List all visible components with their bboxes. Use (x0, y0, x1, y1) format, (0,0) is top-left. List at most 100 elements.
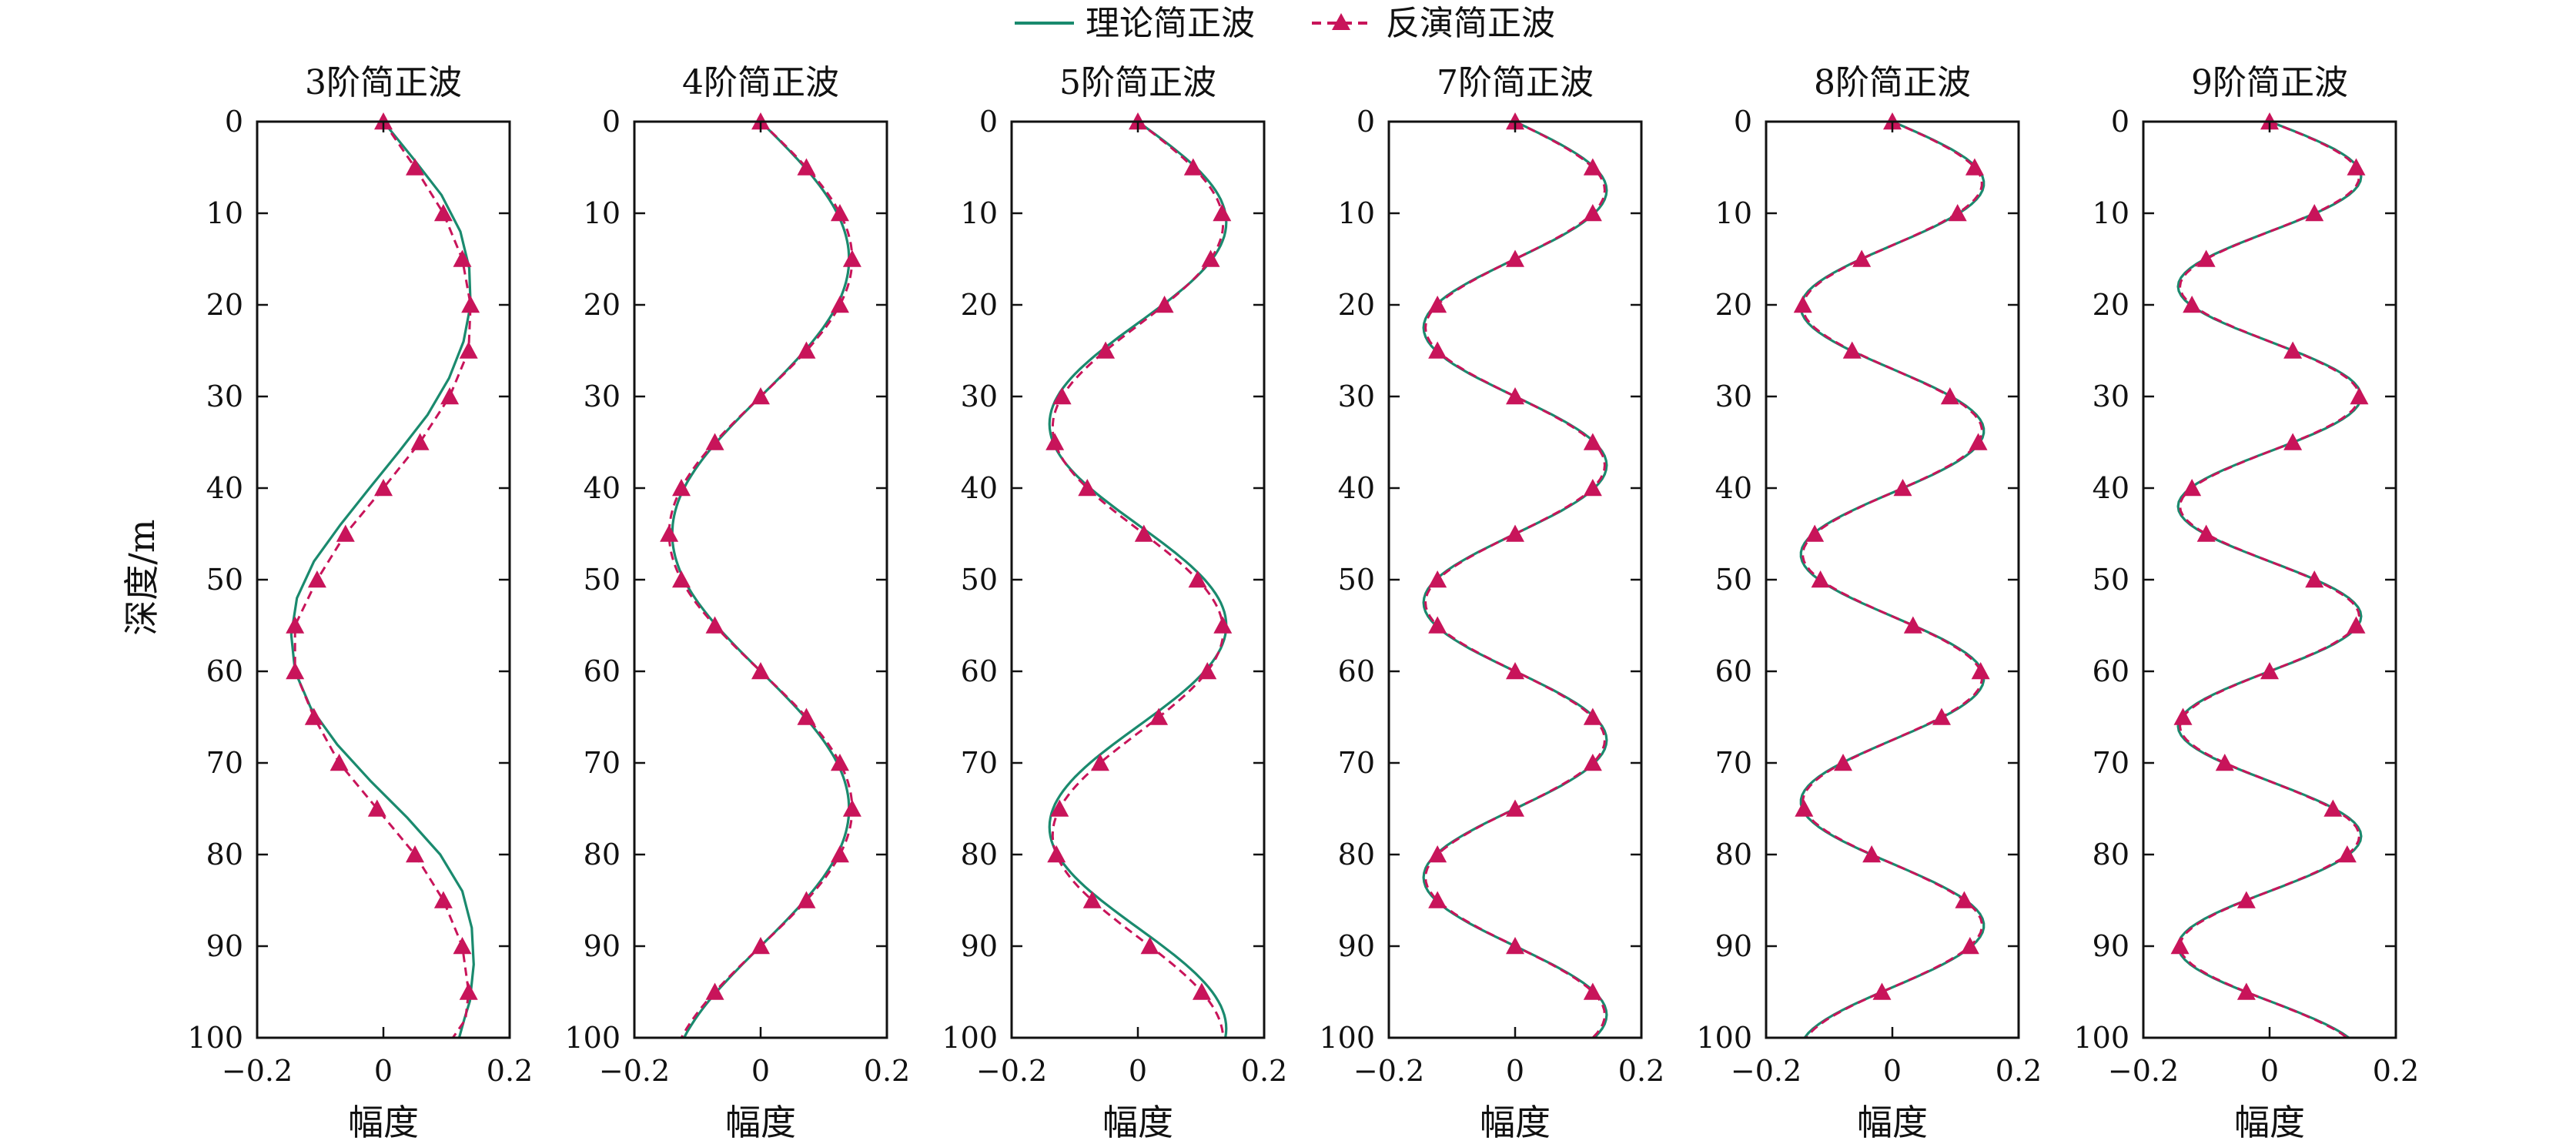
inversion-marker (1192, 982, 1211, 1000)
inversion-marker (842, 249, 861, 267)
y-tick-label: 90 (1715, 929, 1752, 963)
inversion-curve (293, 122, 472, 1038)
y-tick-label: 0 (1357, 105, 1375, 139)
y-tick-label: 40 (961, 471, 998, 505)
x-tick-label: 0 (1883, 1054, 1902, 1088)
inversion-marker (1955, 891, 1974, 908)
panel-title: 8阶简正波 (1814, 63, 1971, 102)
inversion-marker (1583, 433, 1602, 450)
y-tick-label: 60 (1715, 654, 1752, 688)
x-tick-label: 0 (1506, 1054, 1524, 1088)
y-tick-label: 20 (584, 288, 621, 322)
x-tick-label: 0.2 (864, 1054, 910, 1088)
inversion-marker (1506, 249, 1524, 267)
y-tick-label: 90 (2093, 929, 2129, 963)
inversion-marker (830, 296, 849, 313)
inversion-marker (2283, 433, 2303, 450)
inversion-marker (1428, 845, 1447, 863)
inversion-marker (1940, 387, 1959, 405)
y-tick-label: 100 (942, 1021, 998, 1055)
inversion-marker (1862, 845, 1882, 863)
x-tick-label: 0 (751, 1054, 770, 1088)
inversion-marker (1965, 158, 1984, 176)
y-tick-label: 60 (206, 654, 243, 688)
chart-panel-3: 5阶简正波 0 10 20 30 40 50 60 70 80 90 100−0.2 0 0.2 幅度 (942, 63, 1287, 1143)
x-axis-label: 幅度 (1480, 1102, 1551, 1143)
chart-panel-6: 9阶简正波 0 10 20 30 40 50 60 70 80 90 100−0.2 0 0.2 幅度 (2073, 63, 2419, 1143)
panel-title: 3阶简正波 (305, 63, 462, 102)
inversion-marker (1045, 433, 1065, 450)
chart-panel-1: 3阶简正波 0 10 20 30 40 50 60 70 80 90 100−0.2 0 0.2 幅度 (187, 63, 533, 1143)
inversion-marker (307, 570, 326, 588)
y-tick-label: 90 (1338, 929, 1375, 963)
inversion-marker (1583, 982, 1602, 1000)
theory-curve (671, 122, 851, 1038)
x-tick-label: −0.2 (222, 1054, 293, 1088)
y-tick-label: 30 (961, 380, 998, 413)
inversion-marker (1795, 799, 1814, 817)
panel-title: 9阶简正波 (2191, 63, 2348, 102)
legend-theory-label: 理论简正波 (1086, 4, 1255, 43)
y-tick-label: 50 (206, 563, 243, 597)
y-tick-label: 20 (1715, 288, 1752, 322)
inversion-marker (1893, 479, 1912, 497)
y-tick-label: 80 (1715, 838, 1752, 871)
y-tick-label: 70 (206, 746, 243, 780)
y-tick-label: 30 (206, 380, 243, 413)
inversion-marker (1428, 296, 1447, 313)
x-tick-label: −0.2 (1731, 1054, 1802, 1088)
x-tick-label: 0.2 (1618, 1054, 1664, 1088)
inversion-marker (304, 707, 323, 725)
y-tick-label: 80 (584, 838, 621, 871)
inversion-marker (2337, 845, 2357, 863)
inversion-marker (1932, 707, 1951, 725)
x-tick-label: 0.2 (2373, 1054, 2419, 1088)
inversion-marker (797, 341, 816, 359)
inversion-marker (1201, 249, 1220, 267)
y-tick-label: 20 (206, 288, 243, 322)
inversion-marker (406, 158, 424, 176)
y-tick-label: 70 (1338, 746, 1375, 780)
inversion-curve (1802, 122, 1983, 1038)
y-tick-label: 20 (961, 288, 998, 322)
x-axis-label: 幅度 (1102, 1102, 1173, 1143)
y-tick-label: 60 (584, 654, 621, 688)
inversion-marker (1583, 158, 1602, 176)
inversion-marker (2323, 799, 2343, 817)
x-tick-label: 0 (2260, 1054, 2279, 1088)
y-tick-label: 80 (1338, 838, 1375, 871)
x-axis-label: 幅度 (1857, 1102, 1928, 1143)
y-tick-label: 10 (961, 196, 998, 230)
inversion-marker (1506, 799, 1524, 817)
y-tick-label: 40 (1715, 471, 1752, 505)
inversion-marker (2236, 982, 2256, 1000)
inversion-marker (367, 799, 386, 817)
inversion-marker (1805, 524, 1825, 542)
theory-curve (289, 122, 475, 1038)
inversion-marker (2196, 249, 2216, 267)
inversion-marker (672, 570, 691, 588)
inversion-marker (1428, 616, 1447, 634)
inversion-curve (667, 122, 854, 1038)
inversion-marker (2215, 754, 2234, 771)
y-tick-label: 10 (1715, 196, 1752, 230)
inversion-marker (410, 433, 430, 450)
inversion-marker (1428, 341, 1447, 359)
x-tick-label: −0.2 (2108, 1054, 2179, 1088)
panel-title: 4阶简正波 (682, 63, 839, 102)
y-tick-label: 50 (1338, 563, 1375, 597)
inversion-marker (1834, 754, 1853, 771)
inversion-marker (1188, 570, 1207, 588)
y-tick-label: 100 (187, 1021, 243, 1055)
inversion-marker (660, 524, 679, 542)
y-tick-label: 90 (584, 929, 621, 963)
inversion-marker (406, 845, 424, 863)
y-tick-label: 20 (2093, 288, 2129, 322)
x-tick-label: 0 (1129, 1054, 1147, 1088)
chart-panel-5: 8阶简正波 0 10 20 30 40 50 60 70 80 90 100−0.2 0 0.2 幅度 (1696, 63, 2042, 1143)
inversion-marker (751, 387, 770, 405)
y-tick-label: 10 (1338, 196, 1375, 230)
x-tick-label: 0.2 (1241, 1054, 1287, 1088)
y-tick-label: 60 (2093, 654, 2129, 688)
